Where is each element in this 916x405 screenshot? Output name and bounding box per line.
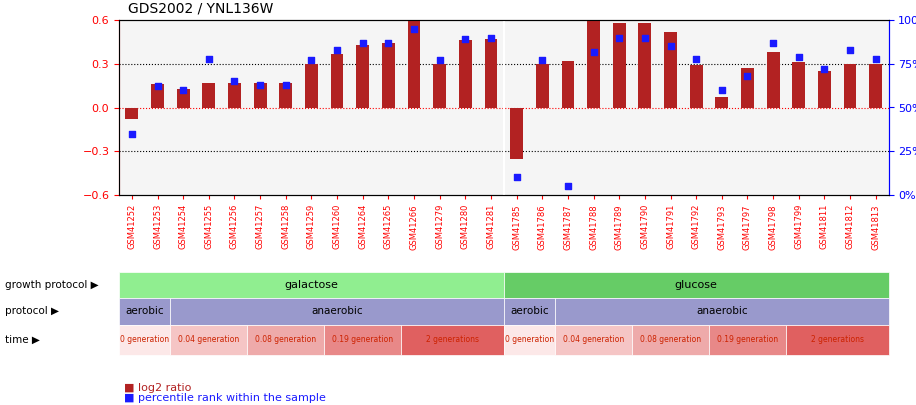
Bar: [869, 64, 882, 107]
Bar: [638, 23, 651, 107]
Text: galactose: galactose: [285, 280, 338, 290]
Point: [612, 34, 627, 41]
Bar: [177, 89, 190, 107]
FancyBboxPatch shape: [709, 325, 786, 355]
Text: ■ percentile rank within the sample: ■ percentile rank within the sample: [124, 393, 325, 403]
Text: 0.04 generation: 0.04 generation: [563, 335, 624, 345]
Text: 0.08 generation: 0.08 generation: [256, 335, 316, 345]
Text: GDS2002 / YNL136W: GDS2002 / YNL136W: [128, 2, 274, 16]
Bar: [587, 20, 600, 107]
Point: [484, 34, 498, 41]
FancyBboxPatch shape: [632, 325, 709, 355]
Text: 0.19 generation: 0.19 generation: [717, 335, 778, 345]
Point: [432, 57, 447, 64]
Point: [740, 73, 755, 79]
Bar: [151, 84, 164, 107]
FancyBboxPatch shape: [786, 325, 889, 355]
Point: [561, 183, 575, 190]
Point: [125, 130, 139, 137]
FancyBboxPatch shape: [119, 298, 170, 325]
Point: [843, 47, 857, 53]
Text: ■ log2 ratio: ■ log2 ratio: [124, 383, 191, 393]
Bar: [792, 62, 805, 107]
FancyBboxPatch shape: [170, 325, 247, 355]
Text: anaerobic: anaerobic: [311, 307, 363, 316]
Point: [535, 57, 550, 64]
Bar: [741, 68, 754, 107]
Bar: [767, 52, 780, 107]
FancyBboxPatch shape: [119, 272, 504, 298]
Point: [458, 36, 473, 43]
Text: 0.19 generation: 0.19 generation: [333, 335, 393, 345]
Text: 2 generations: 2 generations: [811, 335, 864, 345]
FancyBboxPatch shape: [119, 325, 170, 355]
FancyBboxPatch shape: [555, 325, 632, 355]
Bar: [125, 107, 138, 119]
Point: [509, 174, 524, 181]
Text: protocol ▶: protocol ▶: [5, 307, 59, 316]
Text: 2 generations: 2 generations: [426, 335, 479, 345]
FancyBboxPatch shape: [504, 325, 555, 355]
Text: time ▶: time ▶: [5, 335, 39, 345]
FancyBboxPatch shape: [324, 325, 401, 355]
Bar: [664, 32, 677, 107]
Point: [278, 81, 293, 88]
FancyBboxPatch shape: [504, 298, 555, 325]
Text: 0 generation: 0 generation: [505, 335, 554, 345]
Bar: [254, 83, 267, 107]
Bar: [818, 71, 831, 107]
FancyBboxPatch shape: [170, 298, 504, 325]
Text: growth protocol ▶: growth protocol ▶: [5, 280, 98, 290]
Bar: [356, 45, 369, 107]
Text: glucose: glucose: [675, 280, 717, 290]
Point: [304, 57, 319, 64]
Point: [381, 40, 396, 46]
Bar: [536, 64, 549, 107]
Point: [638, 34, 652, 41]
Bar: [305, 64, 318, 107]
Point: [766, 40, 780, 46]
Point: [663, 43, 678, 49]
Point: [330, 47, 344, 53]
Point: [791, 53, 806, 60]
Point: [150, 83, 165, 90]
Point: [407, 26, 421, 32]
Bar: [228, 83, 241, 107]
Bar: [459, 40, 472, 107]
Text: aerobic: aerobic: [510, 307, 549, 316]
FancyBboxPatch shape: [401, 325, 504, 355]
Bar: [331, 53, 344, 107]
Bar: [690, 65, 703, 107]
Text: anaerobic: anaerobic: [696, 307, 747, 316]
Text: 0 generation: 0 generation: [120, 335, 169, 345]
Bar: [562, 61, 574, 107]
Bar: [844, 64, 856, 107]
Point: [817, 66, 832, 72]
Bar: [510, 107, 523, 158]
Bar: [613, 23, 626, 107]
Text: 0.08 generation: 0.08 generation: [640, 335, 701, 345]
Point: [355, 40, 370, 46]
Bar: [408, 20, 420, 107]
FancyBboxPatch shape: [504, 272, 889, 298]
Point: [227, 78, 242, 85]
Bar: [382, 43, 395, 107]
Point: [202, 55, 216, 62]
Text: aerobic: aerobic: [125, 307, 164, 316]
Bar: [202, 83, 215, 107]
Text: 0.04 generation: 0.04 generation: [179, 335, 239, 345]
Bar: [715, 97, 728, 107]
Point: [253, 81, 267, 88]
Bar: [485, 39, 497, 107]
Point: [176, 87, 191, 93]
Point: [689, 55, 703, 62]
Bar: [433, 64, 446, 107]
Point: [586, 48, 601, 55]
Point: [714, 87, 729, 93]
FancyBboxPatch shape: [247, 325, 324, 355]
Point: [868, 55, 883, 62]
Bar: [279, 83, 292, 107]
FancyBboxPatch shape: [555, 298, 889, 325]
